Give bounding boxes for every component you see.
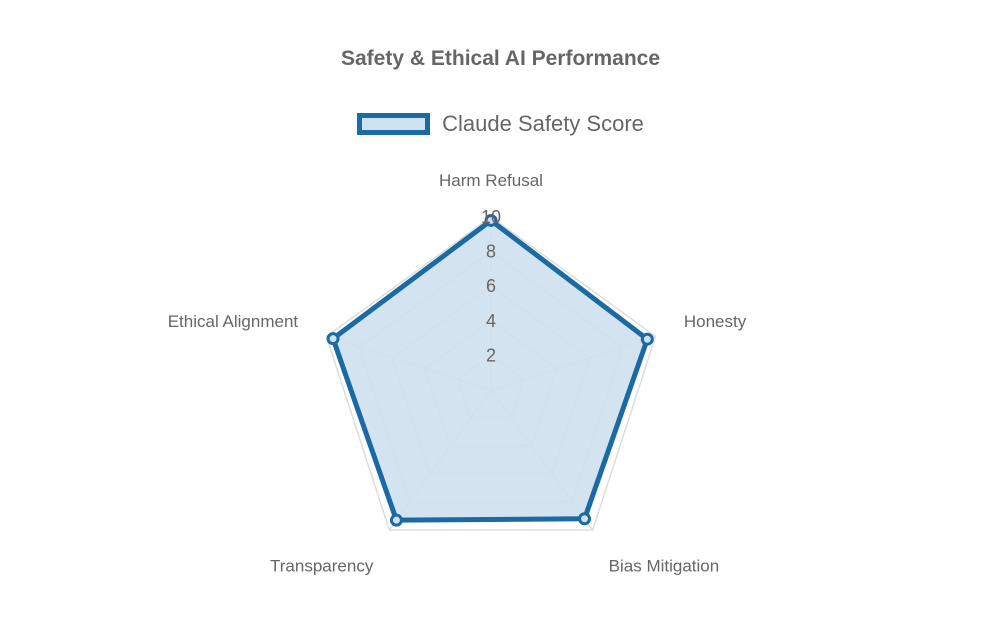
data-point-2[interactable] bbox=[578, 512, 592, 526]
legend[interactable]: Claude Safety Score bbox=[0, 108, 1001, 140]
chart-title: Safety & Ethical AI Performance bbox=[341, 47, 660, 70]
tick-label: 6 bbox=[486, 276, 496, 296]
legend-swatch bbox=[357, 113, 431, 135]
category-label: Transparency bbox=[270, 556, 374, 575]
tick-label: 10 bbox=[481, 207, 501, 227]
tick-label: 4 bbox=[486, 311, 496, 331]
category-label: Honesty bbox=[684, 312, 747, 331]
series-area bbox=[330, 217, 650, 523]
grid-ring-10 bbox=[325, 216, 657, 531]
legend-label: Claude Safety Score bbox=[442, 111, 644, 136]
category-label: Bias Mitigation bbox=[609, 556, 720, 575]
category-label: Harm Refusal bbox=[439, 171, 543, 190]
data-point-4[interactable] bbox=[326, 332, 340, 346]
tick-label: 8 bbox=[486, 242, 496, 262]
data-point-0[interactable] bbox=[484, 213, 498, 227]
tick-label: 2 bbox=[486, 345, 496, 365]
data-point-1[interactable] bbox=[640, 332, 654, 346]
data-point-3[interactable] bbox=[389, 513, 403, 527]
category-label: Ethical Alignment bbox=[168, 312, 299, 331]
